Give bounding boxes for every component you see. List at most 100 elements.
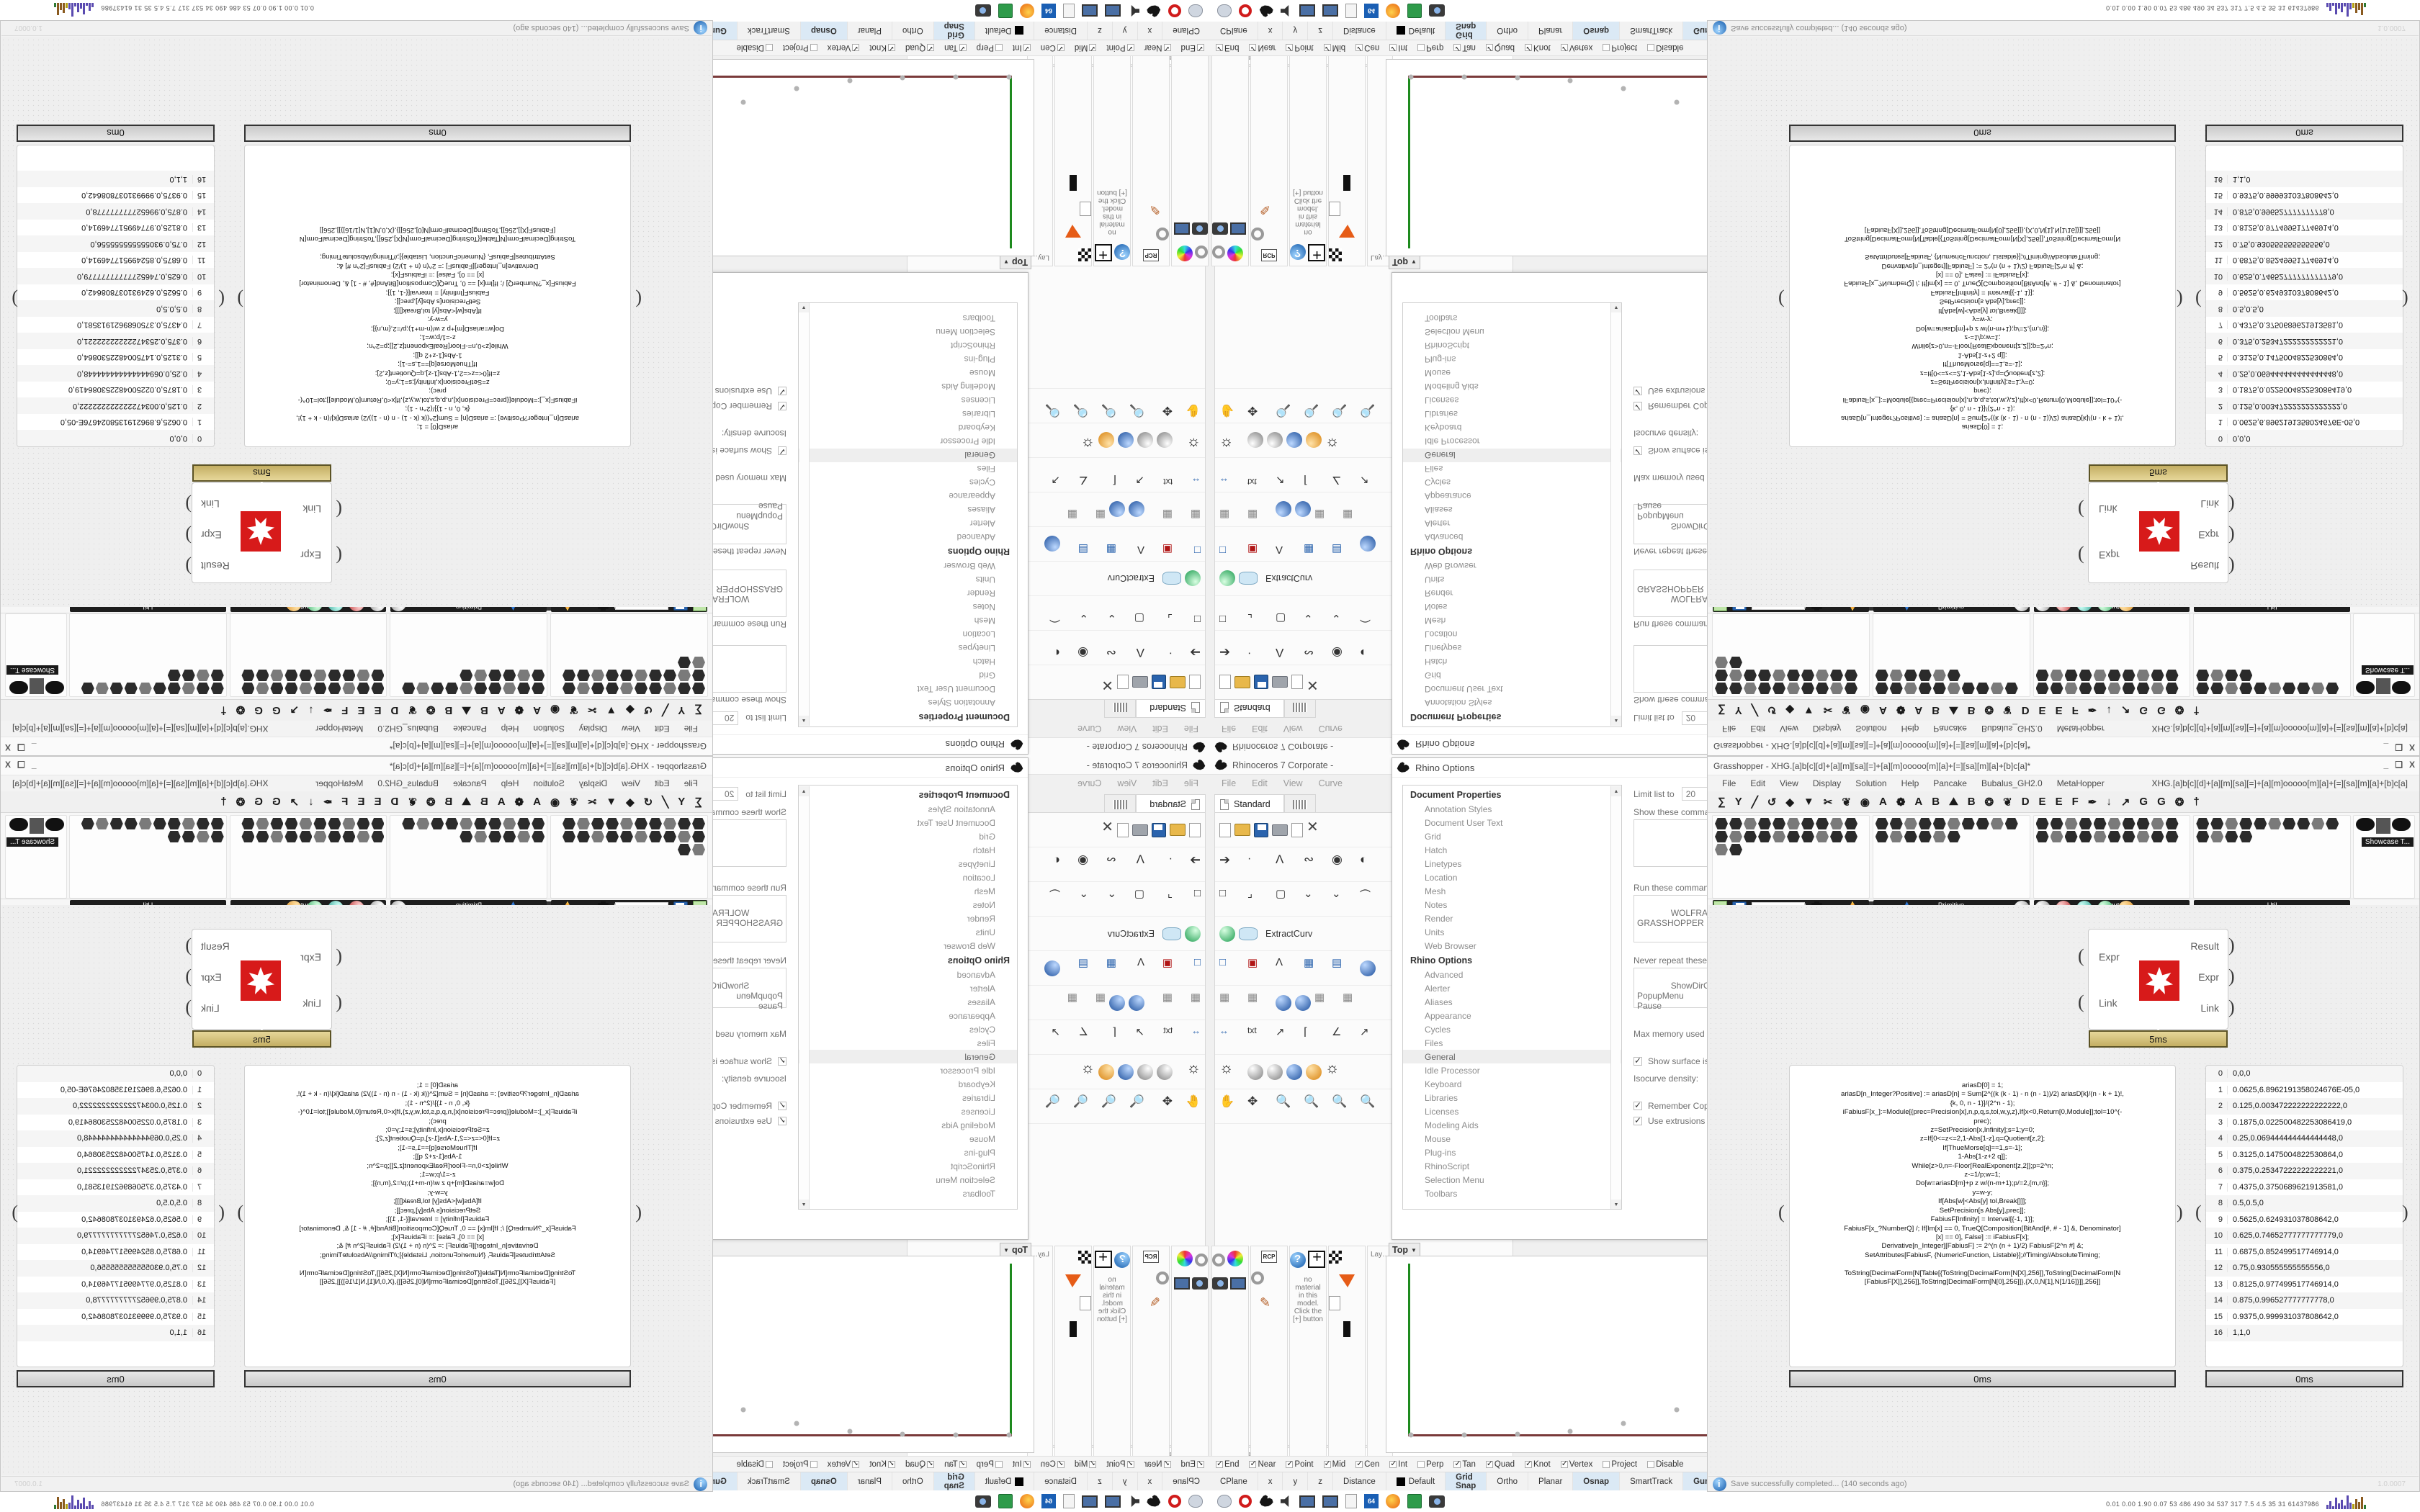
gh-component-icon[interactable] <box>649 818 662 829</box>
gh-component-icon[interactable] <box>532 818 544 829</box>
gh-component-icon[interactable] <box>1919 670 1932 681</box>
open-file-icon[interactable] <box>1234 824 1250 836</box>
gh-ribbon-tab-27[interactable]: † <box>2193 796 2200 808</box>
firefox-icon[interactable] <box>1386 4 1400 18</box>
rotate-view-icon[interactable]: ✥ <box>1162 404 1173 418</box>
dim-text-icon[interactable]: txt <box>1163 1025 1173 1035</box>
gh-component-icon[interactable] <box>2122 818 2136 829</box>
chevron-down-icon[interactable]: ▼ <box>1003 1246 1010 1254</box>
gh-menu-solution[interactable]: Solution <box>533 724 565 734</box>
gh-component-icon[interactable] <box>474 670 487 681</box>
gh-component-icon[interactable] <box>1904 831 1917 842</box>
technical-icon[interactable]: ☼ <box>1325 1059 1340 1076</box>
scroll-up-icon[interactable]: ▲ <box>1611 716 1621 726</box>
table-row[interactable]: 6 0.375,0.25347222222222221,0 <box>2206 333 2403 349</box>
tree-item[interactable]: Hatch <box>1425 657 1448 667</box>
tree-item[interactable]: Advanced <box>1425 969 1464 980</box>
gh-component-icon[interactable] <box>1933 670 1946 681</box>
gh-ribbon-tab-25[interactable]: G <box>254 796 263 808</box>
add-material-button[interactable] <box>1308 1248 1326 1268</box>
table-row[interactable]: 8 0.5,0.5,0 <box>17 300 214 317</box>
showcase2-icon[interactable] <box>9 681 28 694</box>
gh-ribbon-tab-20[interactable]: F <box>341 704 349 716</box>
grasshopper-ribbon[interactable]: GeometryPrimitiveInputUtil Showcase T... <box>1708 813 2419 911</box>
ghosted-icon[interactable] <box>1267 1063 1283 1080</box>
curve-icon[interactable]: ∾ <box>1304 646 1314 660</box>
osnap-mid[interactable]: Mid <box>1075 44 1097 53</box>
gh-menu-pancake[interactable]: Pancake <box>453 778 487 788</box>
data-point[interactable] <box>1515 75 1520 81</box>
gh-component-icon[interactable] <box>1744 683 1757 694</box>
cylinder-icon[interactable] <box>1239 572 1258 585</box>
add-material-button[interactable] <box>1094 244 1112 261</box>
data-panel-component[interactable]: 0 0,0,0 1 0.0625,6.8962191358024676E-05,0 2 0… <box>2205 1065 2403 1367</box>
camera-icon[interactable] <box>1429 4 1445 17</box>
monitor2-icon[interactable] <box>1322 4 1338 17</box>
wireframe-icon[interactable]: ☼ <box>1186 436 1201 453</box>
statusbar-default[interactable]: Default <box>1386 21 1446 40</box>
technical-icon[interactable]: ☼ <box>1080 1059 1095 1076</box>
statusbar-x[interactable]: x <box>1137 21 1162 40</box>
color-swatch-icon[interactable] <box>1396 1477 1405 1486</box>
gh-component-icon[interactable] <box>1801 683 1814 694</box>
srf-edge-icon[interactable]: ▦ <box>1247 508 1258 521</box>
gh-component-icon[interactable] <box>328 831 341 842</box>
cylinder-icon[interactable] <box>1162 572 1181 585</box>
srf-edge-icon[interactable]: ▦ <box>1162 508 1173 521</box>
zoom-selected-icon[interactable]: 🔍 <box>1044 1094 1060 1108</box>
gh-component-icon[interactable] <box>1715 818 1728 829</box>
gh-ribbon-tab-0[interactable]: ∑ <box>1718 704 1726 716</box>
statusbar-cplane[interactable]: CPlane <box>1210 1472 1258 1491</box>
gh-ribbon-tab-2[interactable]: ╱ <box>662 796 669 809</box>
osnap-quad[interactable]: Quad <box>1485 1459 1515 1469</box>
showcase-icon[interactable] <box>45 681 64 694</box>
gh-component-icon[interactable] <box>343 670 356 681</box>
gh-component-icon[interactable] <box>110 818 123 829</box>
cut-icon[interactable]: ✕ <box>1307 677 1319 693</box>
gh-group-extra[interactable] <box>5 613 67 697</box>
osnap-point[interactable]: Point <box>1286 1459 1314 1469</box>
notepad-icon[interactable] <box>1345 1494 1357 1508</box>
gh-menu-file[interactable]: File <box>1722 724 1736 734</box>
gh-component-icon[interactable] <box>242 818 255 829</box>
table-row[interactable]: 0 0,0,0 <box>2206 430 2403 446</box>
gh-component-icon[interactable] <box>563 818 575 829</box>
statusbar-grid-snap[interactable]: Grid Snap <box>1446 1472 1487 1491</box>
scale-icon[interactable]: ▤ <box>1077 956 1088 969</box>
gh-component-icon[interactable] <box>1889 818 1903 829</box>
menu-curve[interactable]: Curve <box>1077 778 1102 788</box>
tree-item[interactable]: Idle Processor <box>1425 1065 1480 1076</box>
gh-component-icon[interactable] <box>168 831 181 842</box>
gh-component-icon[interactable] <box>182 670 195 681</box>
osnap-project[interactable]: Project <box>1603 44 1637 53</box>
gh-component-icon[interactable] <box>1773 831 1785 842</box>
tree-item[interactable]: Aliases <box>1425 505 1453 516</box>
color-wheel-icon[interactable] <box>1176 246 1193 261</box>
tree-item[interactable]: Document User Text <box>917 817 996 828</box>
options-tree-scrollbar[interactable]: ▲ ▼ <box>799 302 810 726</box>
chevron-down-icon[interactable]: ▼ <box>1003 258 1010 266</box>
gh-menu-pancake[interactable]: Pancake <box>1933 724 1967 734</box>
tree-item[interactable]: Idle Processor <box>940 1065 995 1076</box>
gear-icon[interactable] <box>1251 228 1264 240</box>
gh-component-icon[interactable] <box>678 831 691 842</box>
osnap-vertex[interactable]: Vertex <box>1560 44 1592 53</box>
dim-linear-icon[interactable]: ↔ <box>1219 476 1229 487</box>
zoom-selected-icon[interactable]: 🔍 <box>1360 1094 1376 1108</box>
gh-ribbon-tab-10[interactable]: ❁ <box>1896 703 1906 716</box>
gh-component-icon[interactable] <box>2165 831 2179 842</box>
panel-icon[interactable] <box>2376 818 2390 834</box>
showcase2-icon[interactable] <box>2392 681 2411 694</box>
statusbar-x[interactable]: x <box>1258 1472 1283 1491</box>
gh-component-icon[interactable] <box>271 818 284 829</box>
zoom-selected-icon[interactable]: 🔍 <box>1360 404 1376 418</box>
close-icon[interactable]: X <box>5 760 12 770</box>
shaded-icon[interactable] <box>1247 432 1263 449</box>
mirror-icon[interactable]: ▣ <box>1247 956 1258 969</box>
gh-component-icon[interactable] <box>488 831 501 842</box>
tree-item[interactable]: Advanced <box>956 532 995 543</box>
gh-component-icon[interactable] <box>81 683 94 694</box>
gh-component-icon[interactable] <box>153 683 166 694</box>
tree-item[interactable]: General <box>799 1050 1017 1063</box>
table-row[interactable]: 13 0.8125,0.977499517746914,0 <box>17 220 214 236</box>
